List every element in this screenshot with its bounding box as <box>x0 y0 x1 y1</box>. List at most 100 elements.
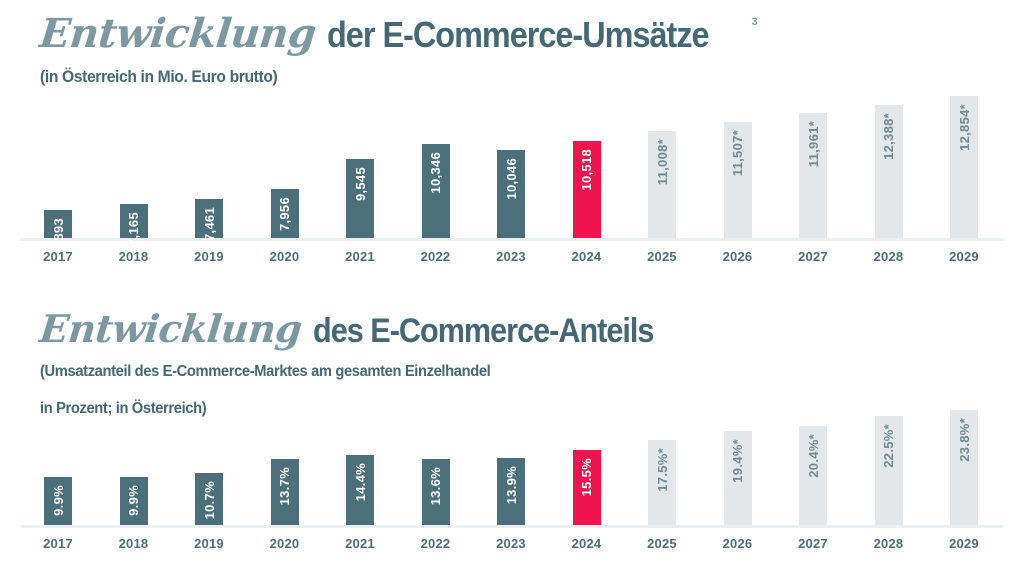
x-axis-label-2017: 2017 <box>43 536 73 551</box>
bar-value-label: 7,461 <box>201 207 217 242</box>
chart1-subtitle: (in Österreich in Mio. Euro brutto) <box>40 67 278 86</box>
x-axis-label-2025: 2025 <box>647 249 677 264</box>
chart2-plot-area: 9.9% 2017 9.9% 2018 10.7% 2019 13.7% 2020 14.4% 2… <box>20 404 1004 580</box>
chart2-axis-line <box>20 525 1004 528</box>
bar-2019[interactable]: 7,461 <box>195 199 223 242</box>
bar-slot: 11,008* <box>624 86 700 238</box>
x-axis-label-2027: 2027 <box>798 249 828 264</box>
bar-2025[interactable]: 11,008* <box>648 131 676 238</box>
chart-column: 12,388* 2028 <box>851 86 927 264</box>
bar-value-label: 11,507* <box>730 130 745 177</box>
bar-value-label: 9.9% <box>50 485 66 516</box>
bar-2026[interactable]: 19.4%* <box>723 431 752 525</box>
chart-column: 15.5% 2024 <box>549 404 625 580</box>
chart2-subtitle-line2: in Prozent; in Österreich) <box>40 399 207 417</box>
chart-column: 11,507* 2026 <box>700 86 776 264</box>
bar-value-label: 14.4% <box>352 463 368 502</box>
bar-2019[interactable]: 10.7% <box>195 473 223 525</box>
bar-2020[interactable]: 13.7% <box>270 459 299 525</box>
bar-2024[interactable]: 10,518 <box>572 141 601 238</box>
bar-value-label: 9,545 <box>352 167 368 202</box>
bar-2021[interactable]: 9,545 <box>346 159 374 238</box>
bar-value-label: 12,854* <box>956 104 972 151</box>
chart-column: 9.9% 2017 <box>20 404 96 580</box>
x-axis-label-2029: 2029 <box>949 536 979 551</box>
bar-slot: 9,545 <box>322 86 398 238</box>
chart1-title-bold: der E-Commerce-Umsätze <box>326 14 710 55</box>
bar-slot: 9.9% <box>20 404 96 525</box>
chart2-title-script: Entwicklung <box>37 306 304 351</box>
x-axis-label-2020: 2020 <box>269 536 300 551</box>
bar-value-label: 10,046 <box>503 158 519 200</box>
bar-slot: 22.5%* <box>851 404 927 525</box>
bar-2029[interactable]: 23.8%* <box>950 410 978 525</box>
x-axis-label-2023: 2023 <box>496 249 526 264</box>
bar-2017[interactable]: 9.9% <box>44 477 72 525</box>
bar-slot: 11,961* <box>775 86 851 238</box>
chart-column: 9.9% 2018 <box>96 404 172 580</box>
bar-value-label: 6,893 <box>50 218 66 253</box>
x-axis-label-2019: 2019 <box>194 249 224 264</box>
x-axis-label-2029: 2029 <box>949 249 979 264</box>
bar-slot: 13.7% <box>247 404 323 525</box>
bar-value-label: 22.5%* <box>881 424 896 468</box>
chart-column: 13.9% 2023 <box>473 404 549 580</box>
bar-slot: 9.9% <box>96 404 172 525</box>
bar-2018[interactable]: 7,165 <box>119 204 148 246</box>
chart-column: 7,956 2020 <box>247 86 323 264</box>
bar-slot: 10,346 <box>398 86 474 238</box>
chart-column: 17.5%* 2025 <box>624 404 700 580</box>
chart-column: 10,346 2022 <box>398 86 474 264</box>
chart2-title-line: Entwicklung des E-Commerce-Anteils <box>37 306 691 351</box>
bar-2027[interactable]: 11,961* <box>799 113 827 238</box>
bar-slot: 19.4%* <box>700 404 776 525</box>
x-axis-label-2020: 2020 <box>269 249 300 264</box>
bar-slot: 12,854* <box>926 86 1002 238</box>
bar-2028[interactable]: 22.5%* <box>874 416 903 525</box>
bar-slot: 7,165 <box>96 86 172 246</box>
bar-2023[interactable]: 10,046 <box>497 150 525 238</box>
x-axis-label-2028: 2028 <box>873 249 904 264</box>
chart1-heading: Entwicklung der E-Commerce-Umsätze 3 (in… <box>38 10 758 87</box>
bar-2022[interactable]: 13.6% <box>421 459 450 525</box>
bar-2027[interactable]: 20.4%* <box>799 426 827 525</box>
bar-2022[interactable]: 10,346 <box>421 144 450 238</box>
bar-slot: 12,388* <box>851 86 927 238</box>
chart2-heading: Entwicklung des E-Commerce-Anteils (Umsa… <box>37 306 691 422</box>
chart-column: 12,854* 2029 <box>926 86 1002 264</box>
bar-2017[interactable]: 6,893 <box>44 210 72 252</box>
bar-2029[interactable]: 12,854* <box>950 96 978 238</box>
bar-2025[interactable]: 17.5%* <box>648 440 676 525</box>
chart-column: 10.7% 2019 <box>171 404 247 580</box>
bar-2018[interactable]: 9.9% <box>119 477 148 525</box>
ecommerce-revenue-chart: 6,893 2017 7,165 2018 7,461 2019 7,956 2020 9,54… <box>20 86 1004 264</box>
x-axis-label-2018: 2018 <box>118 536 149 551</box>
bar-value-label: 12,388* <box>881 113 896 160</box>
bar-2021[interactable]: 14.4% <box>346 455 374 525</box>
chart-column: 11,008* 2025 <box>624 86 700 264</box>
bar-value-label: 11,008* <box>654 139 670 186</box>
bar-value-label: 17.5%* <box>654 448 670 492</box>
bar-slot: 6,893 <box>20 86 96 252</box>
x-axis-label-2019: 2019 <box>194 536 224 551</box>
chart1-axis-line <box>20 238 1004 241</box>
chart-column: 11,961* 2027 <box>775 86 851 264</box>
bar-2020[interactable]: 7,956 <box>270 189 299 238</box>
bar-value-label: 13.9% <box>503 466 519 505</box>
bar-2028[interactable]: 12,388* <box>874 105 903 238</box>
bar-2024[interactable]: 15.5% <box>572 450 601 525</box>
x-axis-label-2017: 2017 <box>43 249 73 264</box>
chart-column: 23.8%* 2029 <box>926 404 1002 580</box>
bar-value-label: 10.7% <box>201 481 217 520</box>
bar-slot: 10.7% <box>171 404 247 525</box>
bar-2026[interactable]: 11,507* <box>723 122 752 238</box>
chart1-plot-area: 6,893 2017 7,165 2018 7,461 2019 7,956 2020 9,54… <box>20 86 1004 264</box>
bar-2023[interactable]: 13.9% <box>497 458 525 525</box>
ecommerce-share-chart: 9.9% 2017 9.9% 2018 10.7% 2019 13.7% 2020 14.4% 2… <box>20 404 1004 580</box>
chart2-subtitle-line1: (Umsatzanteil des E-Commerce-Marktes am … <box>40 363 491 380</box>
x-axis-label-2027: 2027 <box>798 536 828 551</box>
bar-slot: 15.5% <box>549 404 625 525</box>
chart1-title-line: Entwicklung der E-Commerce-Umsätze 3 <box>38 10 758 57</box>
chart-column: 6,893 2017 <box>20 86 96 264</box>
x-axis-label-2026: 2026 <box>722 536 753 551</box>
